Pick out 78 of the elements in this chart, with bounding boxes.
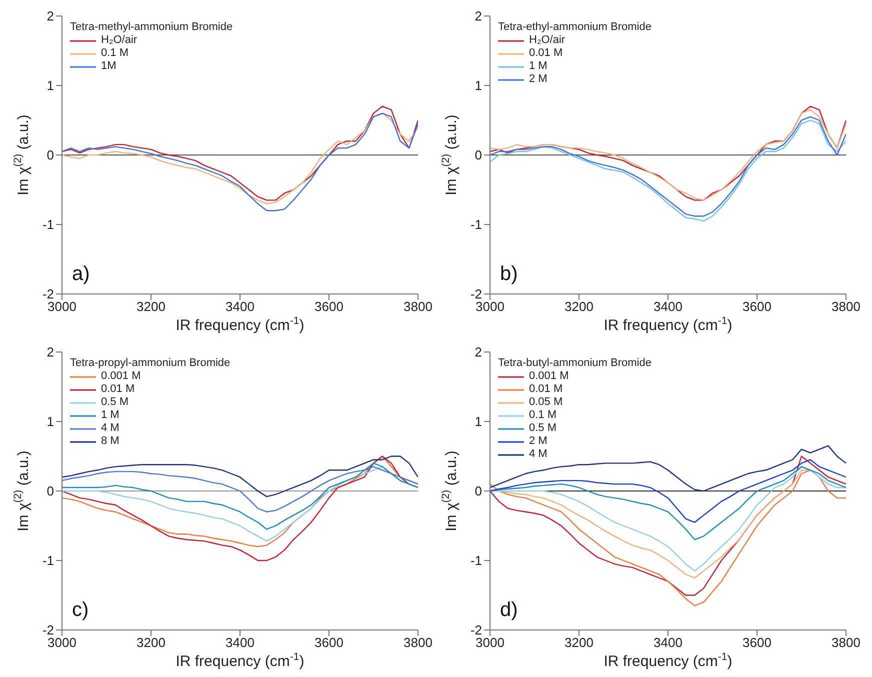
y-tick-label: 2 [474, 8, 482, 24]
x-tick-label: 3200 [564, 299, 594, 314]
legend-label: 0.1 M [101, 47, 129, 60]
y-tick-label: 1 [474, 414, 482, 430]
y-tick-label: 1 [46, 414, 54, 430]
y-tick-label: 0 [46, 148, 54, 163]
x-tick-label: 3200 [136, 299, 166, 314]
x-tick-label: 3000 [476, 635, 504, 650]
annotation: d) [500, 599, 518, 622]
legend-label: 0.01 M [529, 47, 563, 60]
y-tick-label: -1 [470, 217, 482, 232]
y-tick-label: 1 [474, 78, 482, 94]
legend-title: Tetra-ethyl-ammonium Bromide [498, 21, 652, 34]
legend-label: 1 M [529, 60, 548, 73]
legend-label: 4 M [529, 448, 548, 461]
legend-label: 8 M [101, 435, 120, 448]
x-tick-label: 3600 [742, 635, 772, 650]
y-tick-label: -2 [470, 286, 482, 302]
y-tick-label: 0 [46, 484, 54, 499]
x-tick-label: 3400 [226, 635, 254, 650]
x-tick-label: 3000 [476, 299, 504, 314]
legend-label: 2 M [529, 73, 548, 86]
legend-label: 2 M [529, 435, 548, 448]
annotation: c) [72, 599, 89, 622]
x-tick-label: 3800 [832, 299, 860, 314]
legend-label: 0.001 M [101, 370, 141, 383]
legend-title: Tetra-butyl-ammonium Bromide [498, 357, 652, 370]
annotation: b) [500, 263, 518, 286]
y-tick-label: 2 [46, 344, 54, 360]
x-tick-label: 3000 [48, 635, 76, 650]
x-axis-title: IR frequency (cm$^{-1}$) [176, 651, 304, 670]
line-series [490, 445, 846, 492]
x-tick-label: 3600 [314, 299, 344, 314]
x-tick-label: 3400 [226, 299, 254, 314]
y-tick-label: 0 [474, 484, 482, 499]
y-tick-label: 2 [474, 344, 482, 360]
legend-label: 0.001 M [529, 370, 569, 383]
legend-label: H₂O/air [101, 34, 138, 47]
y-tick-label: -1 [42, 553, 54, 568]
x-tick-label: 3600 [742, 299, 772, 314]
legend-label: 0.1 M [529, 409, 557, 422]
y-tick-label: 1 [46, 78, 54, 94]
legend-label: H₂O/air [529, 34, 566, 47]
line-series [490, 459, 846, 523]
y-tick-label: 2 [46, 8, 54, 24]
x-tick-label: 3000 [48, 299, 76, 314]
x-axis-title: IR frequency (cm$^{-1}$) [176, 315, 304, 334]
legend-label: 0.05 M [529, 396, 563, 409]
line-series [490, 466, 846, 540]
legend-label: 0.5 M [529, 422, 557, 435]
legend-label: 0.5 M [101, 396, 129, 409]
y-tick-label: -1 [470, 553, 482, 568]
annotation: a) [72, 263, 90, 286]
legend-title: Tetra-methyl-ammonium Bromide [70, 21, 233, 34]
x-tick-label: 3800 [832, 635, 860, 650]
y-tick-label: 0 [474, 148, 482, 163]
x-tick-label: 3400 [654, 635, 682, 650]
line-series [62, 456, 418, 498]
x-tick-label: 3200 [564, 635, 594, 650]
x-axis-title: IR frequency (cm$^{-1}$) [604, 315, 732, 334]
y-tick-label: -1 [42, 217, 54, 232]
x-tick-label: 3400 [654, 299, 682, 314]
legend-title: Tetra-propyl-ammonium Bromide [70, 357, 230, 370]
y-tick-label: -2 [42, 622, 54, 638]
legend-label: 4 M [101, 422, 120, 435]
legend-label: 1 M [101, 409, 120, 422]
legend-label: 0.01 M [529, 383, 563, 396]
legend-label: 1M [101, 60, 116, 73]
x-tick-label: 3200 [136, 635, 166, 650]
y-tick-label: -2 [42, 286, 54, 302]
x-axis-title: IR frequency (cm$^{-1}$) [604, 651, 732, 670]
x-tick-label: 3800 [404, 299, 432, 314]
x-tick-label: 3600 [314, 635, 344, 650]
legend-label: 0.01 M [101, 383, 135, 396]
x-tick-label: 3800 [404, 635, 432, 650]
line-series [62, 462, 418, 530]
y-tick-label: -2 [470, 622, 482, 638]
line-series [62, 466, 418, 512]
